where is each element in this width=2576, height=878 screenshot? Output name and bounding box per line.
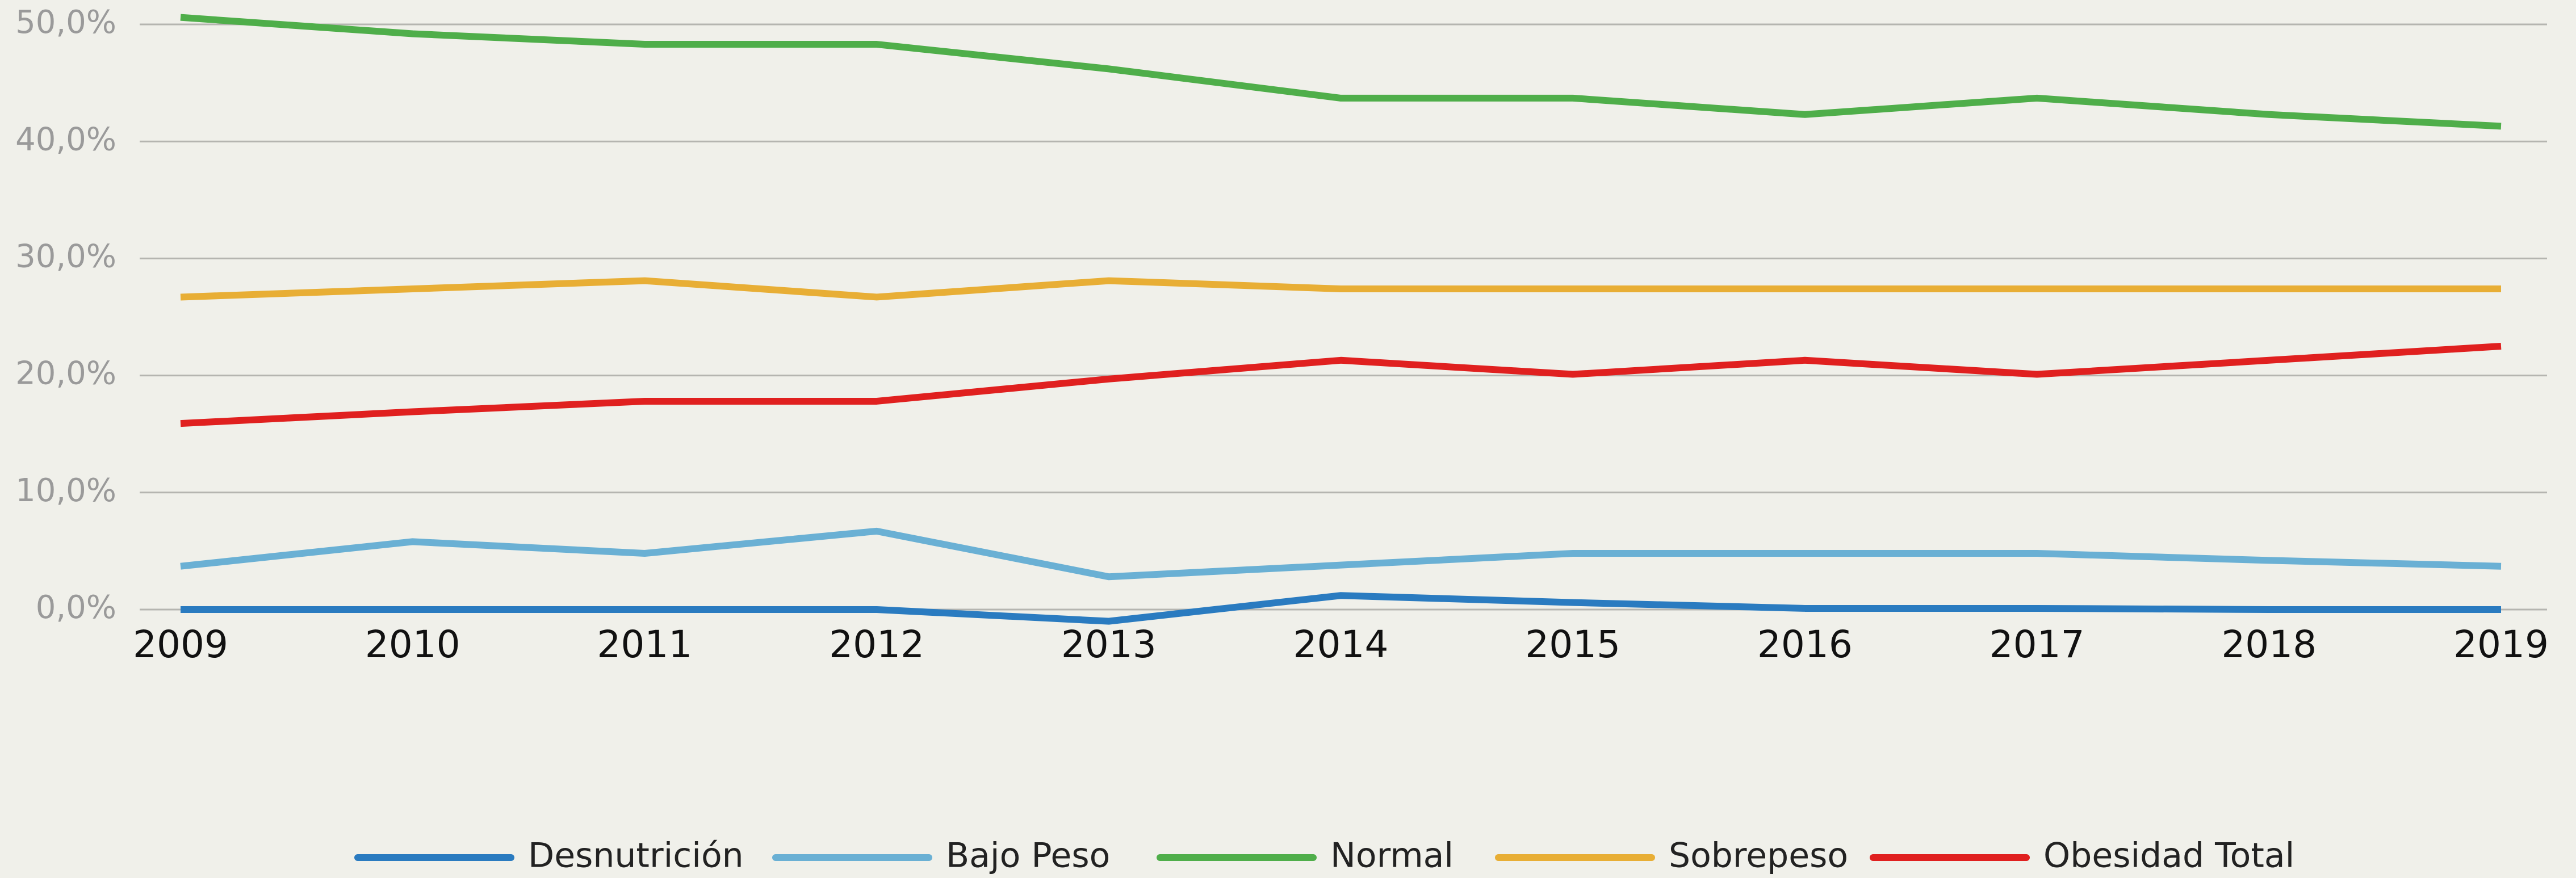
legend-label: Sobrepeso — [1669, 836, 1848, 876]
series-line — [180, 14, 2502, 130]
x-tick-label: 2017 — [1989, 623, 2085, 666]
series-line — [180, 343, 2502, 427]
y-tick-label: 0,0% — [36, 589, 116, 626]
legend-label: Obesidad Total — [2043, 836, 2294, 876]
legend-label: Desnutrición — [528, 836, 744, 876]
y-tick-label: 50,0% — [15, 4, 116, 41]
x-tick-label: 2010 — [365, 623, 460, 666]
y-tick-label: 40,0% — [15, 121, 116, 158]
x-tick-label: 2011 — [597, 623, 692, 666]
legend-label: Normal — [1330, 836, 1454, 876]
x-tick-label: 2016 — [1757, 623, 1853, 666]
series-line — [180, 277, 2501, 301]
x-tick-label: 2012 — [829, 623, 924, 666]
x-tick-label: 2015 — [1525, 623, 1620, 666]
x-tick-label: 2014 — [1293, 623, 1389, 666]
y-tick-label: 30,0% — [15, 238, 116, 275]
x-tick-label: 2009 — [133, 623, 228, 666]
x-tick-label: 2018 — [2221, 623, 2317, 666]
y-tick-label: 10,0% — [15, 472, 116, 509]
x-tick-label: 2013 — [1061, 623, 1157, 666]
y-tick-label: 20,0% — [15, 355, 116, 392]
series-line — [180, 527, 2502, 581]
x-tick-label: 2019 — [2453, 623, 2549, 666]
series-line — [181, 592, 2501, 625]
legend-label: Bajo Peso — [946, 836, 1110, 876]
